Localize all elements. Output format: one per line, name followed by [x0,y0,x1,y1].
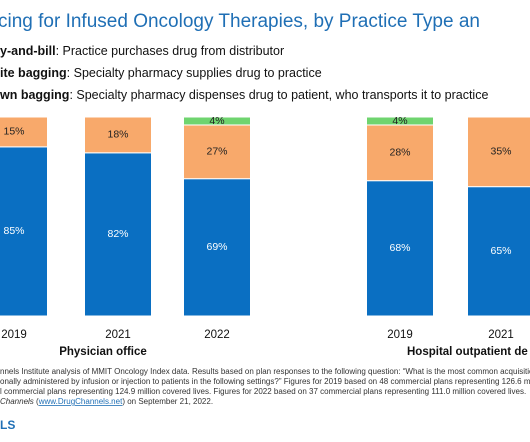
data-label: 68% [389,242,410,254]
data-label: 85% [3,225,24,237]
legend-text: : Practice purchases drug from distribut… [56,44,285,58]
source-name: Channels [0,397,34,406]
chart-title: cing for Infused Oncology Therapies, by … [0,11,480,32]
bar-segment [366,116,434,126]
legend-entry: ite bagging: Specialty pharmacy supplies… [0,66,322,80]
source-text: ) on September 21, 2022. [122,397,213,406]
bar-segment [0,146,48,317]
data-label: 27% [206,146,227,158]
data-label: 4% [392,115,407,127]
logo: LS [0,418,15,432]
data-label: 65% [490,245,511,257]
note: l commercial plans representing 124.9 mi… [0,387,526,396]
bar-segment [366,180,434,317]
bar-segment [366,124,434,182]
data-label: 82% [107,228,128,240]
data-label: 18% [107,129,128,141]
group-label: Hospital outpatient de [407,346,528,358]
legend-name: ite bagging [0,66,67,80]
legend-text: : Specialty pharmacy supplies drug to pr… [67,66,322,80]
data-label: 15% [3,126,24,138]
legend-name: wn bagging [0,88,69,102]
source-link[interactable]: www.DrugChannels.net [38,397,123,406]
note: onally administered by infusion or injec… [0,377,530,386]
data-label: 69% [206,241,227,253]
x-tick-label: 2022 [204,329,230,341]
bar-segment [183,178,251,317]
note: nnels Institute analysis of MMIT Oncolog… [0,367,530,376]
bar-segment [467,186,530,317]
legend-text: : Specialty pharmacy dispenses drug to p… [69,88,488,102]
source: Channels (www.DrugChannels.net) on Septe… [0,397,213,406]
data-label: 35% [490,146,511,158]
group-label: Physician office [59,346,147,358]
x-tick-label: 2019 [1,329,27,341]
x-tick-label: 2021 [488,329,514,341]
legend-name: y-and-bill [0,44,56,58]
bar-segment [183,124,251,180]
x-tick-label: 2021 [105,329,131,341]
bar-segment [84,116,152,154]
legend-entry: wn bagging: Specialty pharmacy dispenses… [0,88,488,102]
bar-segment [467,116,530,188]
bar-segment [183,116,251,126]
x-tick-label: 2019 [387,329,413,341]
source-text: ( [34,397,39,406]
bar-segment [84,152,152,317]
data-label: 4% [209,115,224,127]
bar-segment [0,116,48,148]
legend-entry: y-and-bill: Practice purchases drug from… [0,44,284,58]
data-label: 28% [389,147,410,159]
